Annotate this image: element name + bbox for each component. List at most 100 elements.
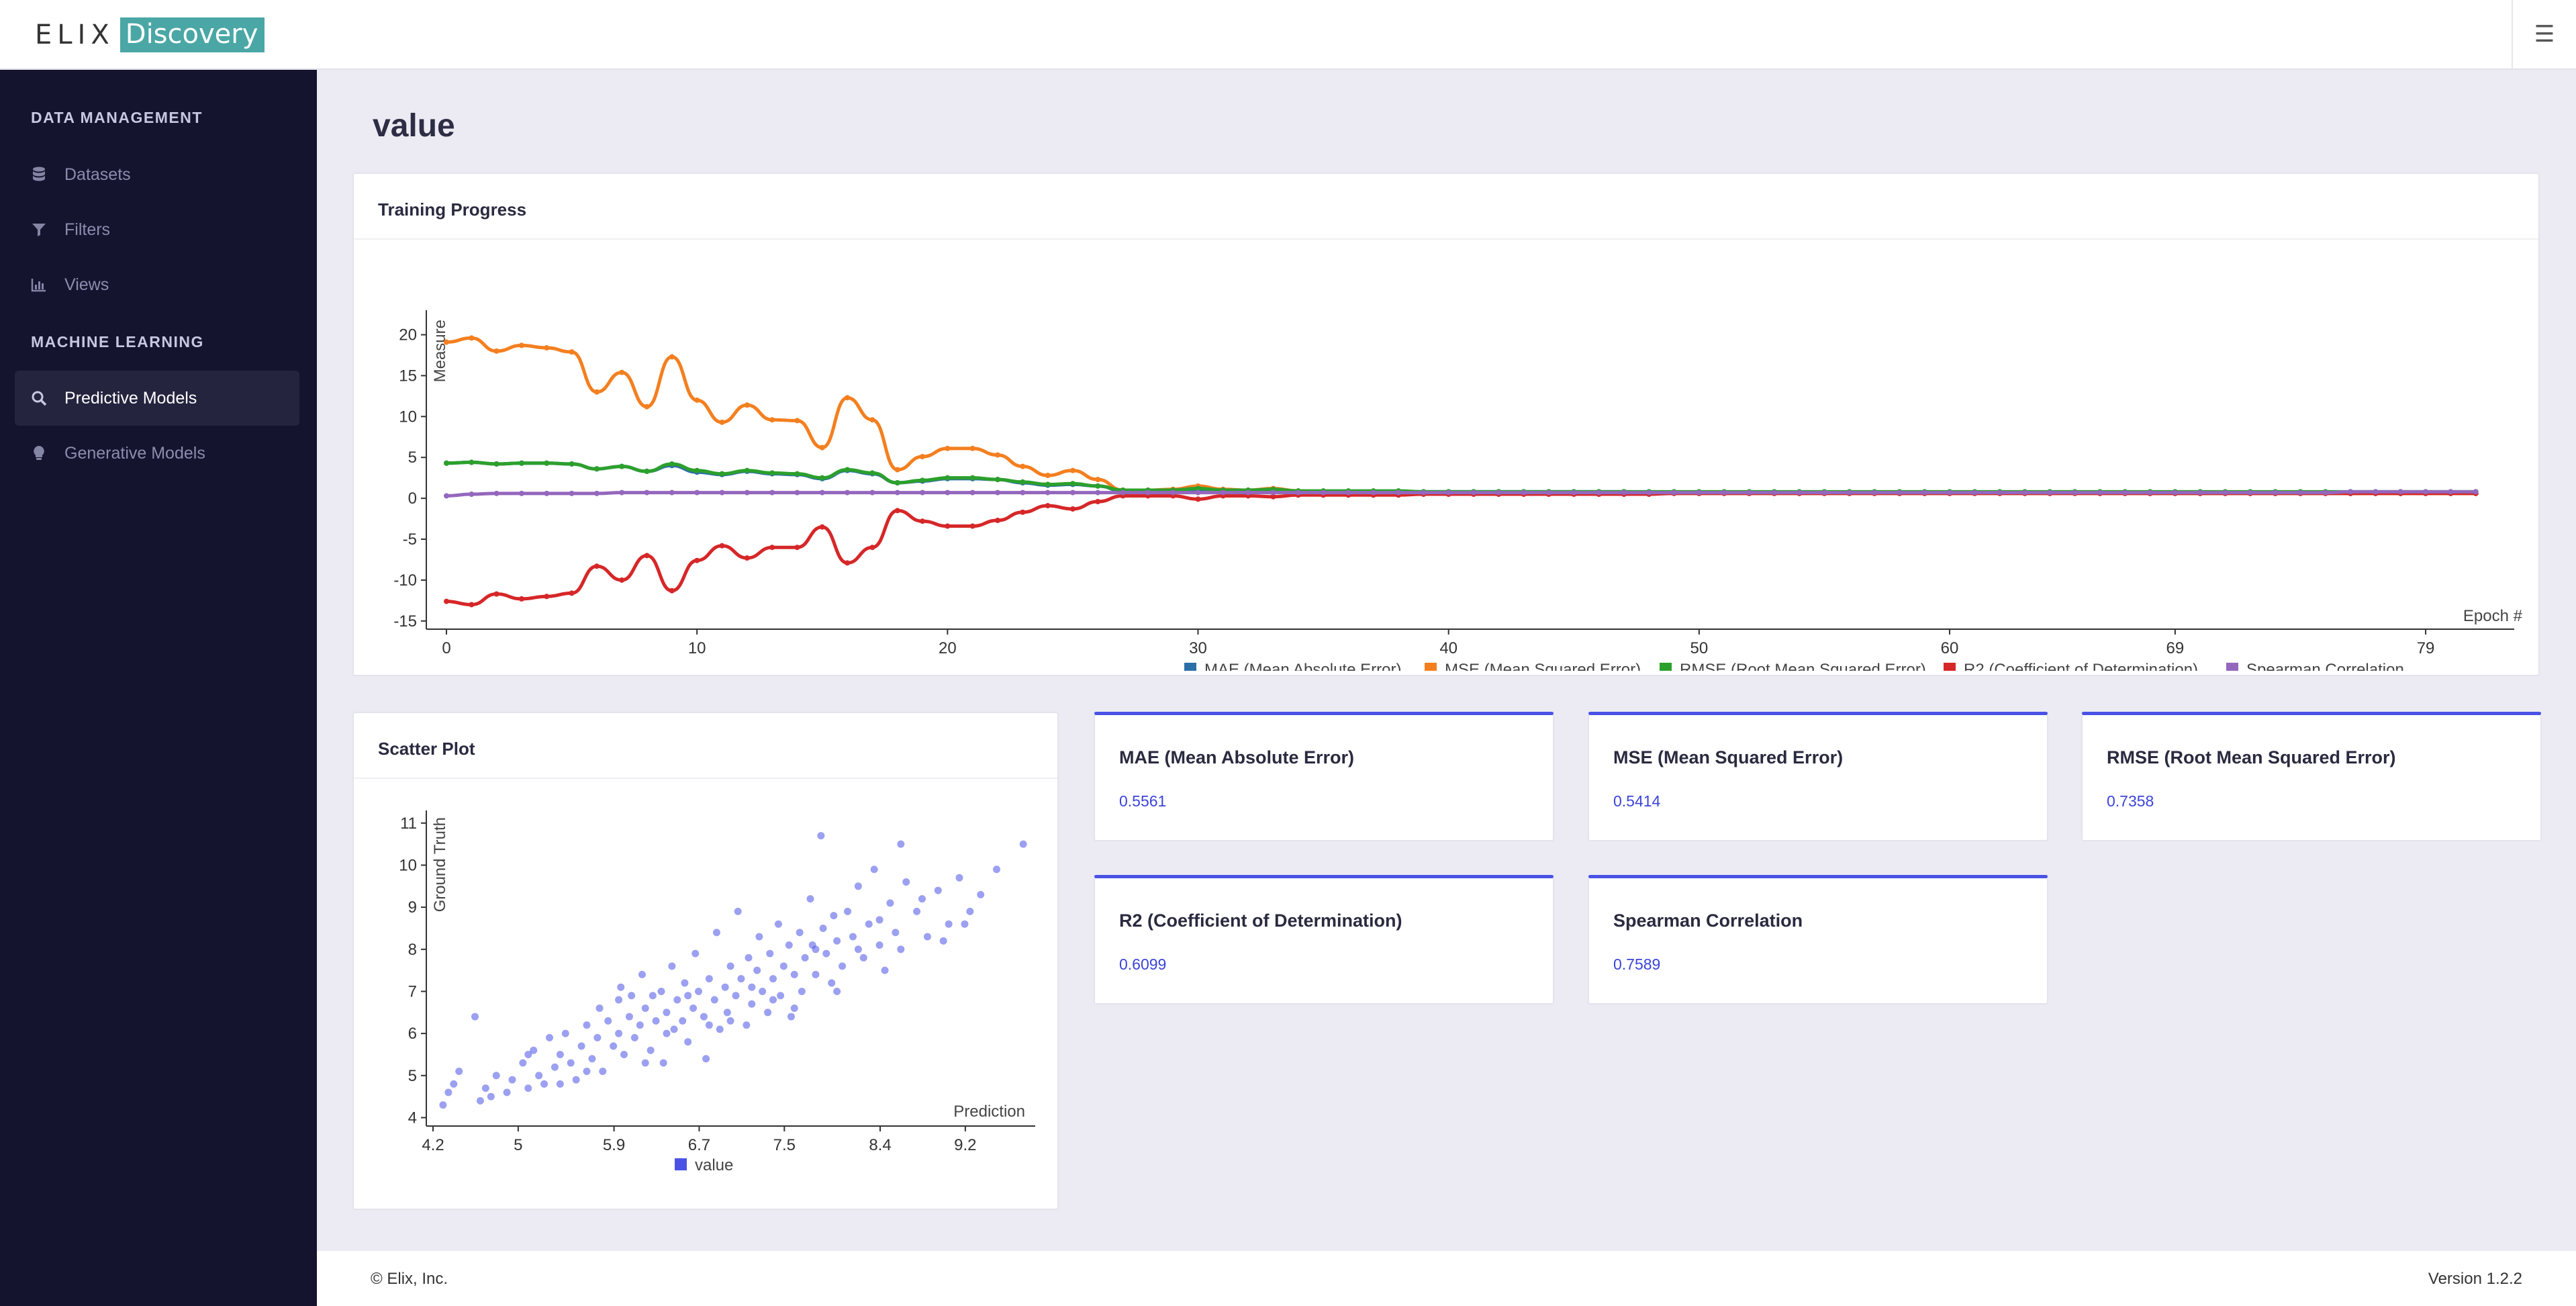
data-point <box>1295 489 1301 496</box>
metric-title: Spearman Correlation <box>1613 911 1803 931</box>
data-point <box>444 493 449 499</box>
data-point <box>1045 481 1051 487</box>
data-point <box>1396 489 1402 496</box>
scatter-point <box>819 924 827 932</box>
data-point <box>1571 489 1577 496</box>
data-point <box>819 445 825 451</box>
data-point <box>2172 489 2178 496</box>
scatter-point <box>567 1059 575 1067</box>
x-tick-label: 5.9 <box>603 1136 625 1154</box>
scatter-point <box>503 1088 511 1097</box>
scatter-point <box>670 1025 678 1033</box>
data-point <box>1069 489 1076 496</box>
y-tick-label: 6 <box>408 1025 417 1043</box>
scatter-point <box>726 1017 734 1025</box>
y-tick-label: 11 <box>400 814 417 833</box>
data-point <box>794 471 800 477</box>
data-point <box>1771 489 1777 496</box>
scatter-point <box>748 1000 756 1008</box>
data-point <box>544 345 550 351</box>
x-tick-label: 60 <box>1941 639 1959 657</box>
x-tick-label: 20 <box>939 639 957 657</box>
scatter-point <box>444 1088 452 1097</box>
data-point <box>994 489 1000 496</box>
data-point <box>869 470 875 476</box>
data-point <box>2097 489 2103 496</box>
y-tick-label: -10 <box>393 571 417 590</box>
data-point <box>2021 489 2028 496</box>
legend-swatch <box>1944 663 1956 671</box>
scatter-point <box>583 1068 591 1076</box>
data-point <box>920 518 926 524</box>
data-point <box>619 369 625 375</box>
scatter-point <box>450 1080 458 1088</box>
scatter-point <box>617 983 625 991</box>
data-point <box>2322 489 2328 496</box>
data-point <box>2197 489 2203 496</box>
scatter-point <box>833 937 841 945</box>
scatter-point <box>691 949 700 958</box>
data-point <box>945 523 951 529</box>
data-point <box>2297 489 2303 496</box>
scatter-point <box>723 1009 731 1017</box>
scatter-point <box>684 1038 692 1046</box>
sidebar-item-filters[interactable]: Filters <box>15 202 299 257</box>
scatter-point <box>830 912 838 920</box>
scatter-point <box>535 1072 543 1080</box>
metric-title: R2 (Coefficient of Determination) <box>1119 911 1402 931</box>
data-point <box>894 467 900 473</box>
sidebar-item-datasets[interactable]: Datasets <box>15 147 299 202</box>
data-point <box>1421 489 1427 496</box>
data-point <box>593 466 600 472</box>
scatter-point <box>796 929 804 937</box>
scatter-point <box>822 949 830 958</box>
scatter-point <box>663 1029 671 1037</box>
data-point <box>593 389 600 395</box>
data-point <box>894 508 900 514</box>
sidebar-item-generative-models[interactable]: Generative Models <box>15 426 299 481</box>
data-point <box>1145 489 1151 496</box>
scatter-point <box>716 1025 724 1033</box>
scatter-point <box>961 920 969 928</box>
data-point <box>644 404 650 410</box>
data-point <box>644 468 650 474</box>
data-point <box>1245 489 1251 496</box>
scatter-point <box>657 987 665 995</box>
data-point <box>744 402 750 408</box>
data-point <box>1997 489 2003 496</box>
series-line <box>446 461 2476 496</box>
x-axis-label: Epoch # <box>2463 607 2523 625</box>
sidebar-item-label: Datasets <box>64 165 131 184</box>
app-logo[interactable]: ELIX Discovery <box>35 16 265 53</box>
sidebar-item-label: Views <box>64 275 109 294</box>
scatter-point <box>785 941 793 949</box>
data-point <box>1270 494 1276 500</box>
sidebar-item-views[interactable]: Views <box>15 257 299 312</box>
data-point <box>619 489 625 496</box>
data-point <box>544 490 550 496</box>
card-title: Training Progress <box>378 199 527 220</box>
scatter-point <box>689 1005 698 1013</box>
x-tick-label: 5 <box>514 1136 522 1154</box>
metric-value: 0.6099 <box>1119 955 1167 973</box>
data-point <box>1170 489 1176 496</box>
scatter-point <box>875 941 884 949</box>
data-point <box>845 467 851 473</box>
data-point <box>2147 489 2153 496</box>
menu-button[interactable]: ☰ <box>2512 0 2576 68</box>
data-point <box>1545 489 1552 496</box>
legend-swatch <box>1660 663 1672 671</box>
scatter-point <box>561 1029 569 1037</box>
scatter-point <box>572 1076 580 1084</box>
data-point <box>769 417 775 423</box>
data-point <box>1069 506 1076 512</box>
sidebar-item-predictive-models[interactable]: Predictive Models <box>15 371 299 426</box>
data-point <box>845 489 851 496</box>
data-point <box>744 467 750 473</box>
scatter-point <box>777 992 785 1000</box>
data-point <box>845 560 851 566</box>
data-point <box>1496 489 1502 496</box>
x-tick-label: 79 <box>2417 639 2435 657</box>
y-tick-label: -5 <box>403 530 417 549</box>
y-tick-label: 9 <box>408 898 417 917</box>
